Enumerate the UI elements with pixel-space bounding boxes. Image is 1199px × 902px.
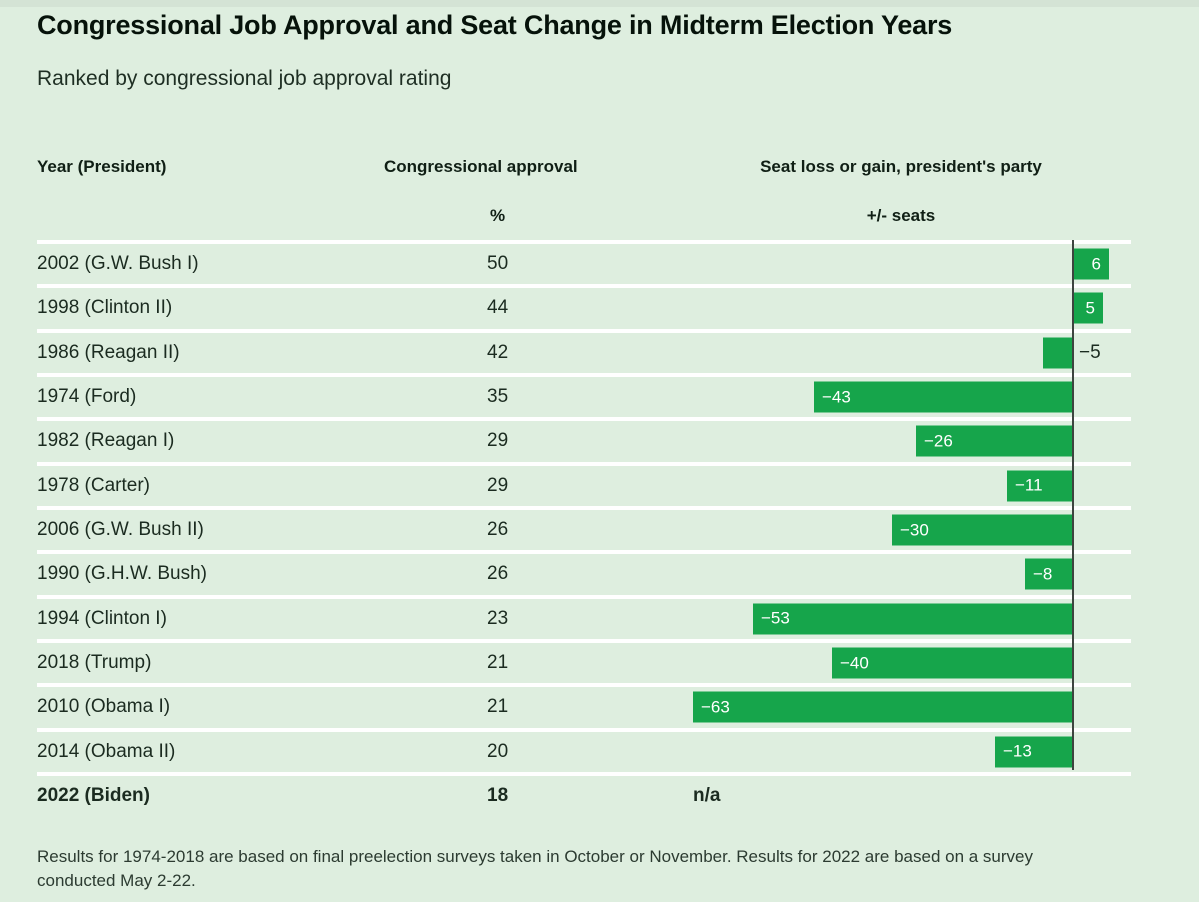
column-header-seats: Seat loss or gain, president's party xyxy=(760,157,1042,176)
row-year-label: 1978 (Carter) xyxy=(37,474,150,496)
seat-change-bar: −53 xyxy=(753,603,1073,635)
seat-change-value: −43 xyxy=(822,387,851,407)
row-year-label: 1982 (Reagan I) xyxy=(37,430,175,452)
row-year-label: 1990 (G.H.W. Bush) xyxy=(37,563,208,585)
table-row: 1982 (Reagan I) 29 −26 xyxy=(37,417,1131,461)
seat-change-bar: 5 xyxy=(1073,292,1103,324)
column-header-year: Year (President) xyxy=(37,157,167,176)
seat-change-value: −11 xyxy=(1015,475,1043,495)
table-row: 1974 (Ford) 35 −43 xyxy=(37,372,1131,417)
row-approval-value: 21 xyxy=(487,696,509,718)
row-year-label: 2002 (G.W. Bush I) xyxy=(37,253,199,275)
seat-change-value: 5 xyxy=(1085,298,1095,318)
row-approval-value: 20 xyxy=(487,740,509,762)
table-row: 2022 (Biden) 18 n/a xyxy=(37,771,1131,816)
page-subtitle: Ranked by congressional job approval rat… xyxy=(37,67,452,90)
column-header-approval: Congressional approval xyxy=(384,157,578,176)
table-row: 2002 (G.W. Bush I) 50 6 xyxy=(37,240,1131,284)
row-approval-value: 29 xyxy=(487,430,509,452)
seat-change-bar: −40 xyxy=(832,647,1073,679)
seat-change-value: −13 xyxy=(1003,741,1032,761)
row-approval-value: 35 xyxy=(487,386,509,408)
seat-change-bar: −30 xyxy=(892,514,1073,546)
row-approval-value: 21 xyxy=(487,652,509,674)
seat-change-bar: 6 xyxy=(1073,248,1109,280)
row-approval-value: 26 xyxy=(487,519,509,541)
seat-change-bar: −8 xyxy=(1025,558,1073,590)
row-year-label: 2010 (Obama I) xyxy=(37,696,171,718)
row-year-label: 1994 (Clinton I) xyxy=(37,607,167,629)
seat-change-value: −8 xyxy=(1033,564,1053,584)
row-approval-value: 18 xyxy=(487,785,509,807)
row-approval-value: 26 xyxy=(487,563,509,585)
table-row: 2006 (G.W. Bush II) 26 −30 xyxy=(37,505,1131,550)
table-row: 2010 (Obama I) 21 −63 xyxy=(37,683,1131,727)
table-row: 1994 (Clinton I) 23 −53 xyxy=(37,594,1131,639)
page-title: Congressional Job Approval and Seat Chan… xyxy=(37,10,953,40)
seat-change-value: 6 xyxy=(1091,254,1101,274)
row-approval-value: 50 xyxy=(487,253,509,275)
seat-change-bar: −43 xyxy=(814,381,1073,413)
table-row: 2018 (Trump) 21 −40 xyxy=(37,638,1131,683)
row-year-label: 2006 (G.W. Bush II) xyxy=(37,519,204,541)
table-row: 1998 (Clinton II) 44 5 xyxy=(37,284,1131,328)
row-approval-value: 23 xyxy=(487,607,509,629)
seat-change-value: −63 xyxy=(701,697,730,717)
top-edge-strip xyxy=(0,0,1199,7)
row-year-label: 1974 (Ford) xyxy=(37,386,137,408)
seat-change-value: −5 xyxy=(1079,341,1101,363)
row-approval-value: 29 xyxy=(487,474,509,496)
seat-change-bar: −13 xyxy=(995,736,1073,768)
zero-axis-line xyxy=(1072,240,1074,770)
row-approval-value: 42 xyxy=(487,341,509,363)
footnote: Results for 1974-2018 are based on final… xyxy=(37,847,1034,890)
seat-change-value: −53 xyxy=(761,608,790,628)
row-approval-value: 44 xyxy=(487,297,509,319)
table-row: 1978 (Carter) 29 −11 xyxy=(37,461,1131,506)
row-year-label: 1998 (Clinton II) xyxy=(37,297,173,319)
table-row: 1986 (Reagan II) 42 −5 xyxy=(37,328,1131,373)
seat-change-value: −26 xyxy=(924,431,953,451)
seat-change-bar: −26 xyxy=(916,425,1073,457)
column-unit-approval: % xyxy=(490,206,506,225)
seat-change-value: −30 xyxy=(900,520,929,540)
row-year-label: 2014 (Obama II) xyxy=(37,740,176,762)
table-row: 2014 (Obama II) 20 −13 xyxy=(37,727,1131,772)
row-seats-na: n/a xyxy=(693,785,721,807)
seat-change-value: −40 xyxy=(840,653,869,673)
column-unit-seats: +/- seats xyxy=(866,206,936,225)
row-year-label: 1986 (Reagan II) xyxy=(37,341,180,363)
seat-change-bar xyxy=(1043,337,1073,369)
seat-change-bar: −63 xyxy=(693,691,1073,723)
row-year-label: 2018 (Trump) xyxy=(37,652,152,674)
seat-change-bar: −11 xyxy=(1007,470,1073,502)
row-year-label: 2022 (Biden) xyxy=(37,785,150,807)
table-row: 1990 (G.H.W. Bush) 26 −8 xyxy=(37,550,1131,594)
